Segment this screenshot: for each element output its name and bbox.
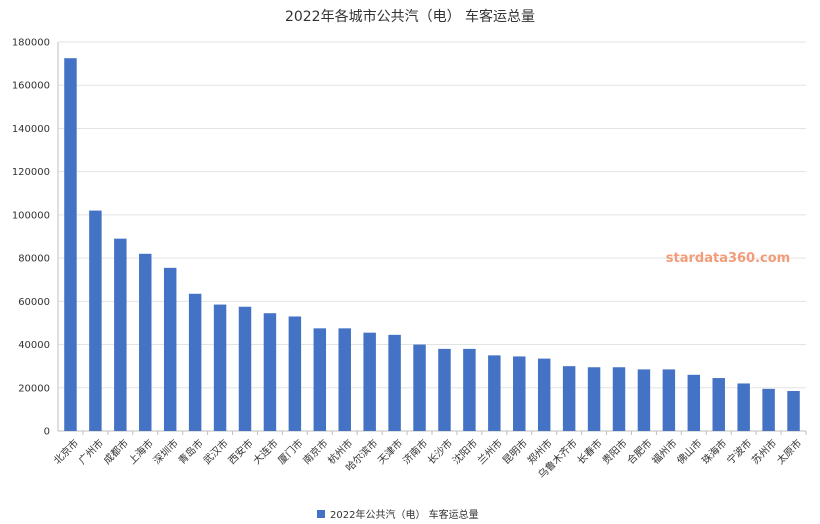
x-tick-label: 天津市 (375, 436, 405, 466)
bar (537, 358, 551, 431)
x-tick-label: 成都市 (101, 436, 131, 466)
bar (238, 306, 252, 431)
x-tick-label: 济南市 (400, 436, 430, 466)
y-tick-label: 160000 (12, 81, 50, 92)
bars (64, 58, 800, 431)
bar (413, 344, 426, 431)
x-tick-label: 贵阳市 (599, 436, 629, 466)
legend-label: 2022年公共汽（电） 车客运总量 (330, 508, 479, 521)
x-tick-label: 沈阳市 (450, 436, 480, 466)
bar (612, 367, 626, 431)
bar (712, 378, 725, 431)
watermark: stardata360.com (666, 251, 790, 266)
x-tick-label: 厦门市 (275, 436, 305, 466)
bar (438, 348, 451, 431)
legend: 2022年公共汽（电） 车客运总量 (317, 508, 479, 521)
bar (662, 369, 676, 431)
y-tick-label: 80000 (18, 254, 50, 265)
x-tick-label: 广州市 (76, 436, 106, 466)
x-tick-label: 武汉市 (200, 436, 230, 466)
y-tick-label: 0 (44, 427, 50, 438)
bar (787, 391, 800, 431)
bar (562, 366, 576, 431)
bar (363, 332, 376, 431)
x-tick-label: 大连市 (250, 436, 280, 466)
y-tick-label: 20000 (18, 383, 50, 394)
bar (188, 293, 202, 431)
y-axis: 0 20000 40000 60000 80000 100000 120000 140000 1… (12, 38, 806, 438)
bar (388, 334, 401, 431)
x-tick-label: 福州市 (649, 436, 679, 466)
x-tick-label: 青岛市 (175, 436, 205, 466)
y-tick-label: 100000 (12, 210, 50, 221)
x-tick-label: 昆明市 (500, 436, 530, 466)
bar (463, 348, 476, 431)
bar (687, 374, 701, 431)
x-tick-label: 佛山市 (674, 436, 704, 466)
y-tick-label: 180000 (12, 38, 50, 49)
y-tick-label: 140000 (12, 124, 50, 135)
x-axis: 北京市广州市成都市上海市深圳市青岛市武汉市西安市大连市厦门市南京市杭州市哈尔滨市… (51, 431, 807, 481)
bar (288, 316, 302, 431)
y-tick-label: 120000 (12, 167, 50, 178)
x-tick-label: 长沙市 (425, 436, 455, 466)
legend-swatch (317, 510, 325, 518)
bar (338, 328, 351, 431)
bar (313, 328, 327, 431)
bar (213, 304, 227, 431)
chart-title: 2022年各城市公共汽（电） 车客运总量 (285, 8, 535, 25)
x-tick-label: 苏州市 (749, 436, 779, 466)
bar (139, 253, 152, 431)
bar (163, 267, 177, 431)
x-tick-label: 合肥市 (624, 436, 654, 466)
bar (762, 388, 775, 431)
x-tick-label: 西安市 (225, 436, 255, 466)
x-tick-label: 深圳市 (150, 436, 180, 466)
x-tick-label: 南京市 (300, 436, 330, 466)
bar (89, 210, 102, 431)
x-tick-label: 长春市 (574, 436, 604, 466)
y-tick-label: 60000 (18, 297, 50, 308)
y-tick-label: 40000 (18, 340, 50, 351)
x-tick-label: 北京市 (51, 436, 81, 466)
bar (513, 356, 526, 431)
x-tick-label: 太原市 (774, 436, 804, 466)
x-tick-label: 宁波市 (724, 436, 754, 466)
x-tick-label: 兰州市 (475, 436, 505, 466)
x-tick-label: 上海市 (126, 436, 156, 466)
bar (263, 313, 277, 431)
bar (64, 58, 77, 431)
bar (587, 367, 601, 431)
x-tick-label: 珠海市 (699, 436, 729, 466)
gridlines (58, 41, 806, 432)
bar (114, 238, 127, 431)
bar (488, 355, 501, 431)
bar (637, 369, 651, 431)
bar (737, 383, 750, 431)
